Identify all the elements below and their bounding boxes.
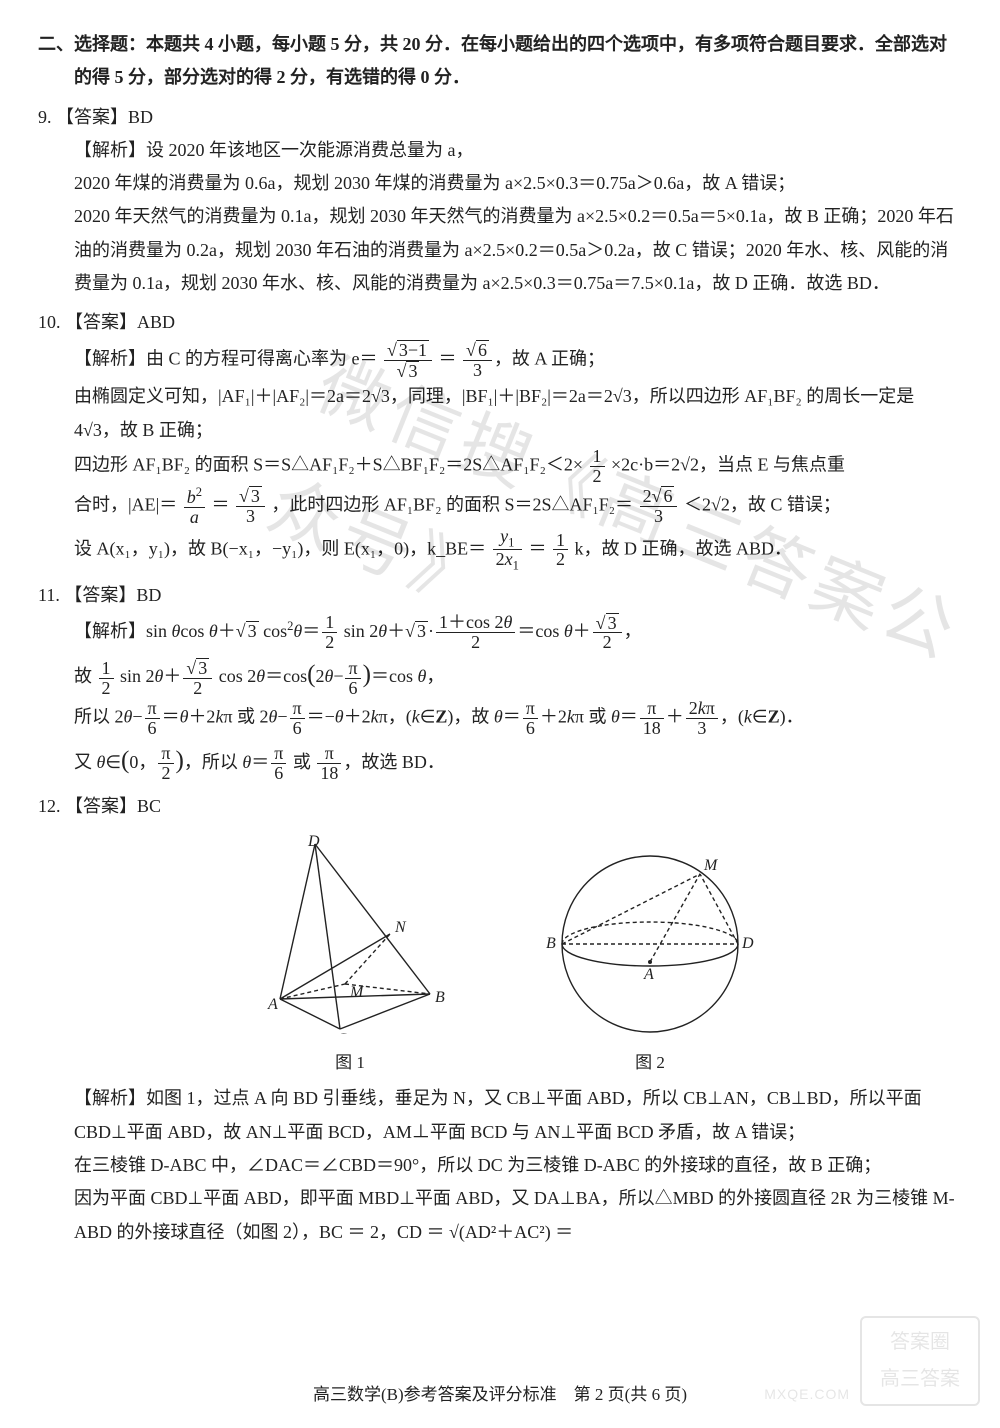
- q11-line1: 【解析】sin θcos θ＋√3 cos2θ＝12 sin 2θ＋√3·1＋c…: [74, 613, 962, 653]
- svg-text:A: A: [267, 996, 278, 1013]
- q12-number: 12.: [38, 796, 61, 816]
- frac-e-eq: √63: [461, 340, 494, 380]
- svg-text:M: M: [703, 857, 719, 874]
- q12-line2: 在三棱锥 D-ABC 中，∠DAC＝∠CBD＝90°，所以 DC 为三棱锥 D-…: [74, 1149, 962, 1182]
- q11-number: 11.: [38, 585, 60, 605]
- answer-label: 【答案】: [64, 585, 136, 605]
- q10-line4: 合时，|AE|＝ b2a ＝ √33 ，此时四边形 AF₁BF₂ 的面积 S＝2…: [74, 486, 962, 527]
- frac-e: √3−1√3: [382, 340, 434, 381]
- svg-text:D: D: [741, 935, 754, 952]
- figure-1: A B C D M N 图 1: [240, 834, 460, 1079]
- q10-line2: 由椭圆定义可知，|AF₁|＋|AF₂|＝2a＝2√3，同理，|BF₁|＋|BF₂…: [74, 380, 962, 447]
- question-12: 12. 【答案】BC: [38, 790, 962, 1249]
- figure-2: A B D M 图 2: [540, 834, 760, 1079]
- explain-label: 【解析】: [74, 140, 146, 160]
- answer-label: 【答案】: [65, 796, 137, 816]
- q10-line5: 设 A(x₁，y₁)，故 B(−x₁，−y₁)，则 E(x₁，0)，k_BE＝ …: [74, 527, 962, 574]
- figure-2-caption: 图 2: [540, 1047, 760, 1078]
- page-footer: 高三数学(B)参考答案及评分标准 第 2 页(共 6 页): [0, 1379, 1000, 1410]
- q11-line4: 又 θ∈(0，π2)，所以 θ＝π6 或 π18，故选 BD．: [74, 738, 962, 785]
- q12-line1: 【解析】如图 1，过点 A 向 BD 引垂线，垂足为 N，又 CB⊥平面 ABD…: [74, 1082, 962, 1149]
- q9-line2: 2020 年天然气的消费量为 0.1a，规划 2030 年天然气的消费量为 a×…: [74, 200, 962, 300]
- frac-ae-eq: √33: [234, 486, 267, 526]
- frac-k: y12x1: [491, 527, 524, 574]
- question-11: 11. 【答案】BD 【解析】sin θcos θ＋√3 cos2θ＝12 si…: [38, 579, 962, 784]
- q12-answer: BC: [137, 796, 161, 816]
- watermark-corner-line1: 答案圈: [890, 1324, 950, 1361]
- q9-number: 9.: [38, 107, 52, 127]
- question-10: 10. 【答案】ABD 【解析】由 C 的方程可得离心率为 e＝ √3−1√3 …: [38, 306, 962, 573]
- frac-s: 2√63: [638, 486, 680, 526]
- q9-answer: BD: [128, 107, 153, 127]
- svg-text:B: B: [546, 935, 556, 952]
- page: 微信搜《高三答案公众号》 答案圈 高三答案 MXQE.COM 二、选择题：本题共…: [0, 0, 1000, 1428]
- q10-number: 10.: [38, 312, 61, 332]
- q9-line0: 设 2020 年该地区一次能源消费总量为 a，: [146, 140, 474, 160]
- section-heading: 二、选择题：本题共 4 小题，每小题 5 分，共 20 分．在每小题给出的四个选…: [74, 28, 962, 95]
- q10-answer: ABD: [137, 312, 175, 332]
- q11-line3: 所以 2θ−π6＝θ＋2kπ 或 2θ−π6＝−θ＋2kπ，(k∈Z)，故 θ＝…: [74, 699, 962, 738]
- svg-text:A: A: [643, 966, 654, 983]
- answer-label: 【答案】: [65, 312, 137, 332]
- q9-line1: 2020 年煤的消费量为 0.6a，规划 2030 年煤的消费量为 a×2.5×…: [74, 167, 962, 200]
- svg-text:C: C: [336, 1031, 347, 1034]
- svg-text:M: M: [349, 984, 365, 1001]
- answer-label: 【答案】: [56, 107, 128, 127]
- q12-line3: 因为平面 CBD⊥平面 ABD，即平面 MBD⊥平面 ABD，又 DA⊥BA，所…: [74, 1182, 962, 1249]
- question-9: 9. 【答案】BD 【解析】设 2020 年该地区一次能源消费总量为 a， 20…: [38, 101, 962, 301]
- q10-line1: 【解析】由 C 的方程可得离心率为 e＝ √3−1√3 ＝ √63，故 A 正确…: [74, 340, 962, 381]
- q11-line2: 故 12 sin 2θ＋√32 cos 2θ＝cos(2θ−π6)＝cos θ，: [74, 652, 962, 699]
- q11-answer: BD: [136, 585, 161, 605]
- frac-half: 12: [588, 447, 607, 486]
- svg-text:B: B: [435, 989, 445, 1006]
- figure-1-caption: 图 1: [240, 1047, 460, 1078]
- q10-line3: 四边形 AF₁BF₂ 的面积 S＝S△AF₁F₂＋S△BF₁F₂＝2S△AF₁F…: [74, 447, 962, 486]
- svg-text:N: N: [394, 919, 407, 936]
- svg-text:D: D: [307, 834, 320, 850]
- frac-ae: b2a: [182, 486, 207, 527]
